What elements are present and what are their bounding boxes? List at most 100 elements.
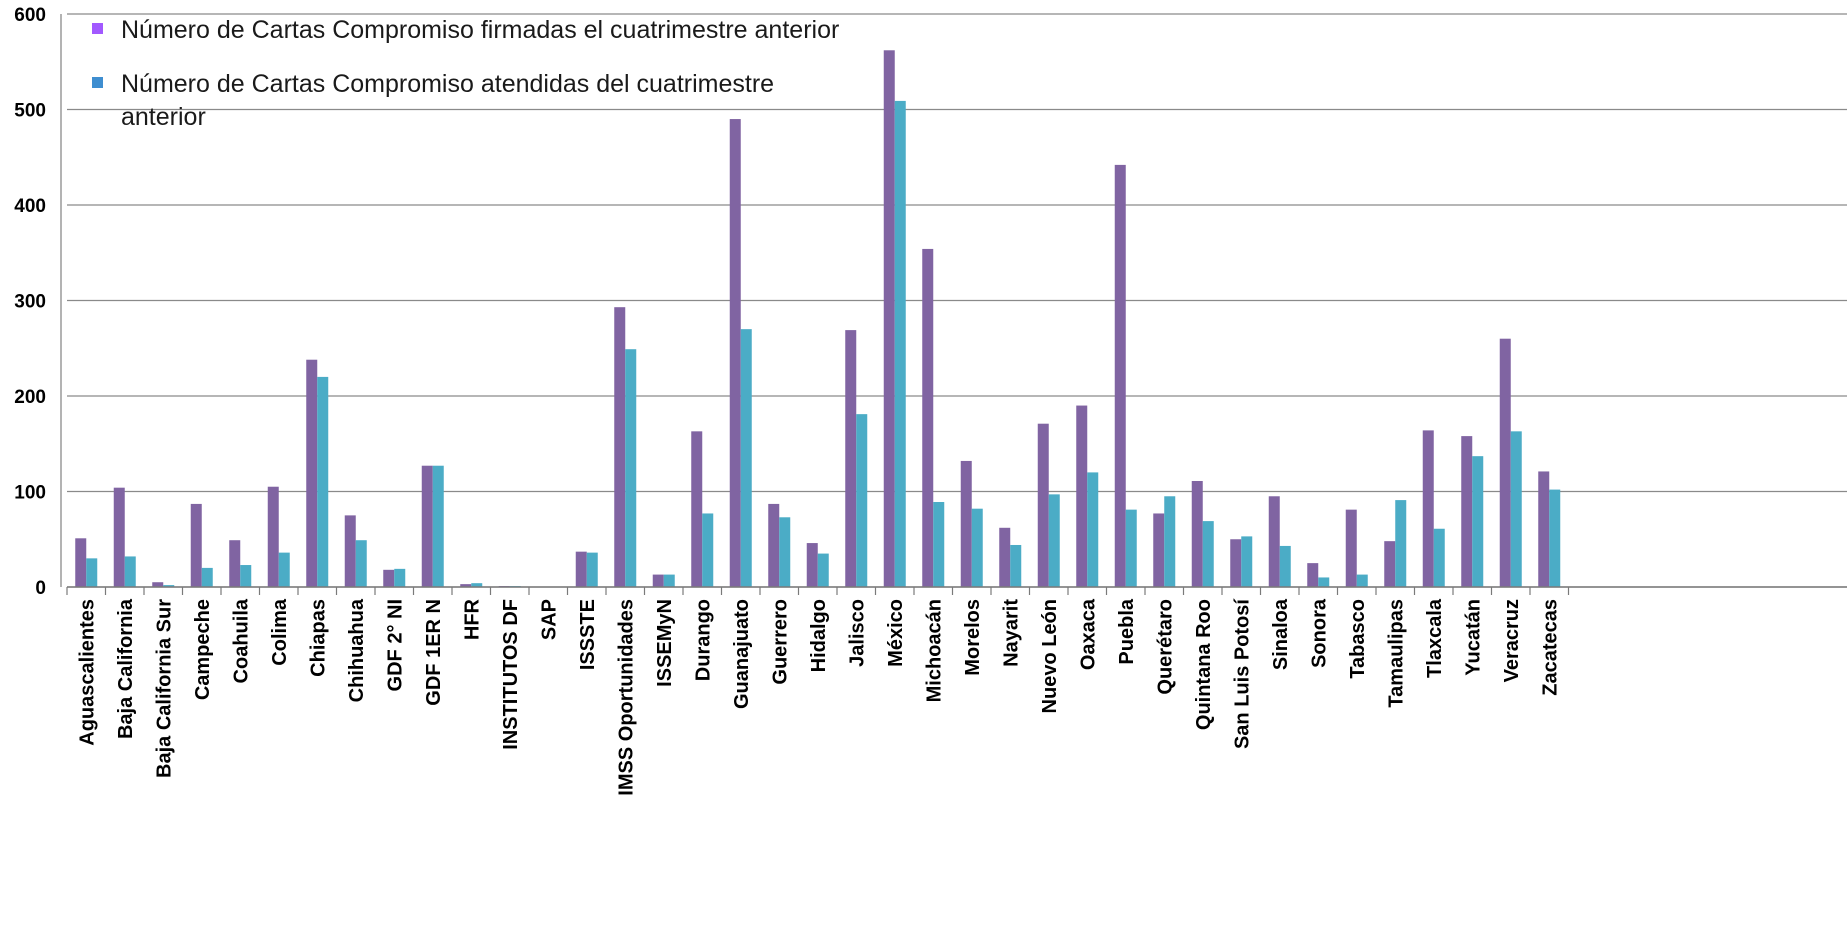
bar-firmadas: [1384, 541, 1396, 587]
bar-firmadas: [383, 569, 395, 587]
x-tick-label: Yucatán: [1462, 599, 1484, 676]
x-tick-label: Oaxaca: [1077, 598, 1099, 670]
bar-atendidas: [1395, 500, 1407, 587]
bar-atendidas: [1356, 574, 1368, 587]
bar-atendidas: [124, 556, 136, 587]
bar-atendidas: [355, 540, 367, 587]
bar-firmadas: [806, 543, 818, 587]
bar-atendidas: [1510, 431, 1522, 587]
bar-firmadas: [75, 538, 87, 587]
x-tick-label: Quintana Roo: [1193, 599, 1215, 730]
bar-firmadas: [1114, 164, 1126, 587]
legend-label-atendidas: Número de Cartas Compromiso atendidas de…: [121, 70, 775, 131]
x-tick-label: Durango: [692, 599, 714, 681]
bar-firmadas: [1461, 436, 1473, 587]
bar-firmadas: [1307, 563, 1319, 587]
y-tick-label: 400: [14, 196, 46, 217]
x-tick-label: Nuevo León: [1039, 599, 1061, 713]
x-tick-label: SAP: [538, 599, 560, 640]
x-tick-label: Guanajuato: [731, 599, 753, 709]
bar-firmadas: [1538, 471, 1550, 587]
bar-firmadas: [960, 460, 972, 587]
bar-atendidas: [663, 574, 675, 587]
bar-atendidas: [278, 552, 290, 587]
x-tick-label: Tabasco: [1347, 599, 1369, 679]
legend-swatch-atendidas: [92, 77, 103, 88]
bar-firmadas: [152, 582, 164, 587]
x-tick-label: Nayarit: [1000, 599, 1022, 667]
bar-firmadas: [460, 584, 472, 587]
x-tick-label: Coahuila: [230, 598, 252, 683]
bar-firmadas: [614, 307, 626, 587]
bar-firmadas: [1422, 430, 1434, 587]
x-tick-label: INSTITUTOS DF: [500, 599, 522, 750]
bar-atendidas: [894, 100, 906, 587]
bar-atendidas: [1087, 472, 1099, 587]
legend-swatch-firmadas: [92, 23, 103, 34]
bar-atendidas: [240, 565, 252, 587]
bar-atendidas: [1010, 544, 1022, 587]
x-tick-label: San Luis Potosí: [1231, 598, 1253, 749]
bar-firmadas: [691, 431, 703, 587]
legend-item-firmadas: Número de Cartas Compromiso firmadas el …: [92, 14, 839, 47]
x-tick-label: ISSSTE: [577, 599, 599, 670]
bar-atendidas: [201, 567, 213, 587]
bar-firmadas: [1037, 423, 1049, 587]
bar-firmadas: [999, 527, 1011, 587]
bar-firmadas: [1345, 509, 1357, 587]
x-tick-label: Tlaxcala: [1424, 598, 1446, 678]
bar-atendidas: [317, 376, 329, 587]
x-tick-label: Aguascalientes: [76, 599, 98, 746]
bar-firmadas: [768, 503, 780, 587]
x-tick-label: Morelos: [962, 599, 984, 676]
bar-atendidas: [817, 553, 829, 587]
bar-atendidas: [1549, 489, 1561, 587]
bar-firmadas: [306, 359, 318, 587]
bar-firmadas: [1191, 480, 1203, 587]
bar-atendidas: [740, 329, 752, 587]
legend-item-atendidas: Número de Cartas Compromiso atendidas de…: [92, 68, 792, 134]
bar-firmadas: [1230, 539, 1242, 587]
bar-atendidas: [856, 414, 868, 587]
bar-atendidas: [1279, 545, 1291, 587]
bar-atendidas: [394, 568, 406, 587]
y-tick-label: 200: [14, 387, 46, 408]
bar-atendidas: [1164, 496, 1176, 587]
x-tick-label: GDF 2° NI: [384, 599, 406, 691]
x-tick-label: México: [885, 599, 907, 667]
bar-firmadas: [729, 119, 741, 588]
gridlines: [67, 13, 1847, 588]
x-tick-label: ISSEMyN: [654, 599, 676, 687]
bar-firmadas: [190, 503, 202, 587]
bar-atendidas: [471, 583, 483, 587]
y-tick-label: 500: [14, 101, 46, 122]
bar-firmadas: [267, 486, 279, 587]
bar-firmadas: [922, 248, 934, 587]
x-tick-label: Sonora: [1308, 598, 1330, 668]
x-tick-label: Michoacán: [923, 599, 945, 702]
legend-label-firmadas: Número de Cartas Compromiso firmadas el …: [121, 16, 840, 44]
x-tick-label: Campeche: [192, 599, 214, 700]
x-axis: Aguascalientes Baja California Baja Califo…: [66, 586, 1847, 796]
x-tick-label: HFR: [461, 598, 483, 640]
y-tick-label: 100: [14, 483, 46, 504]
x-tick-label: Chihuahua: [346, 598, 368, 702]
x-tick-label: GDF 1ER N: [423, 599, 445, 706]
bar-atendidas: [1472, 456, 1484, 587]
x-tick-label: IMSS Oportunidades: [615, 599, 637, 796]
x-tick-label: Baja California Sur: [153, 599, 175, 778]
bar-firmadas: [883, 50, 895, 588]
y-tick-label: 0: [35, 578, 46, 599]
bar-atendidas: [86, 558, 98, 587]
bar-atendidas: [1048, 494, 1060, 587]
bar-atendidas: [933, 502, 945, 587]
y-tick-label: 600: [14, 5, 46, 26]
bar-firmadas: [1268, 496, 1280, 587]
bar-firmadas: [652, 574, 664, 587]
x-tick-label: Hidalgo: [808, 599, 830, 672]
x-tick-label: Veracruz: [1501, 599, 1523, 682]
x-tick-label: Sinaloa: [1270, 598, 1292, 670]
bar-atendidas: [1433, 528, 1445, 587]
x-tick-label: Baja California: [115, 598, 137, 739]
bar-atendidas: [1202, 521, 1214, 587]
